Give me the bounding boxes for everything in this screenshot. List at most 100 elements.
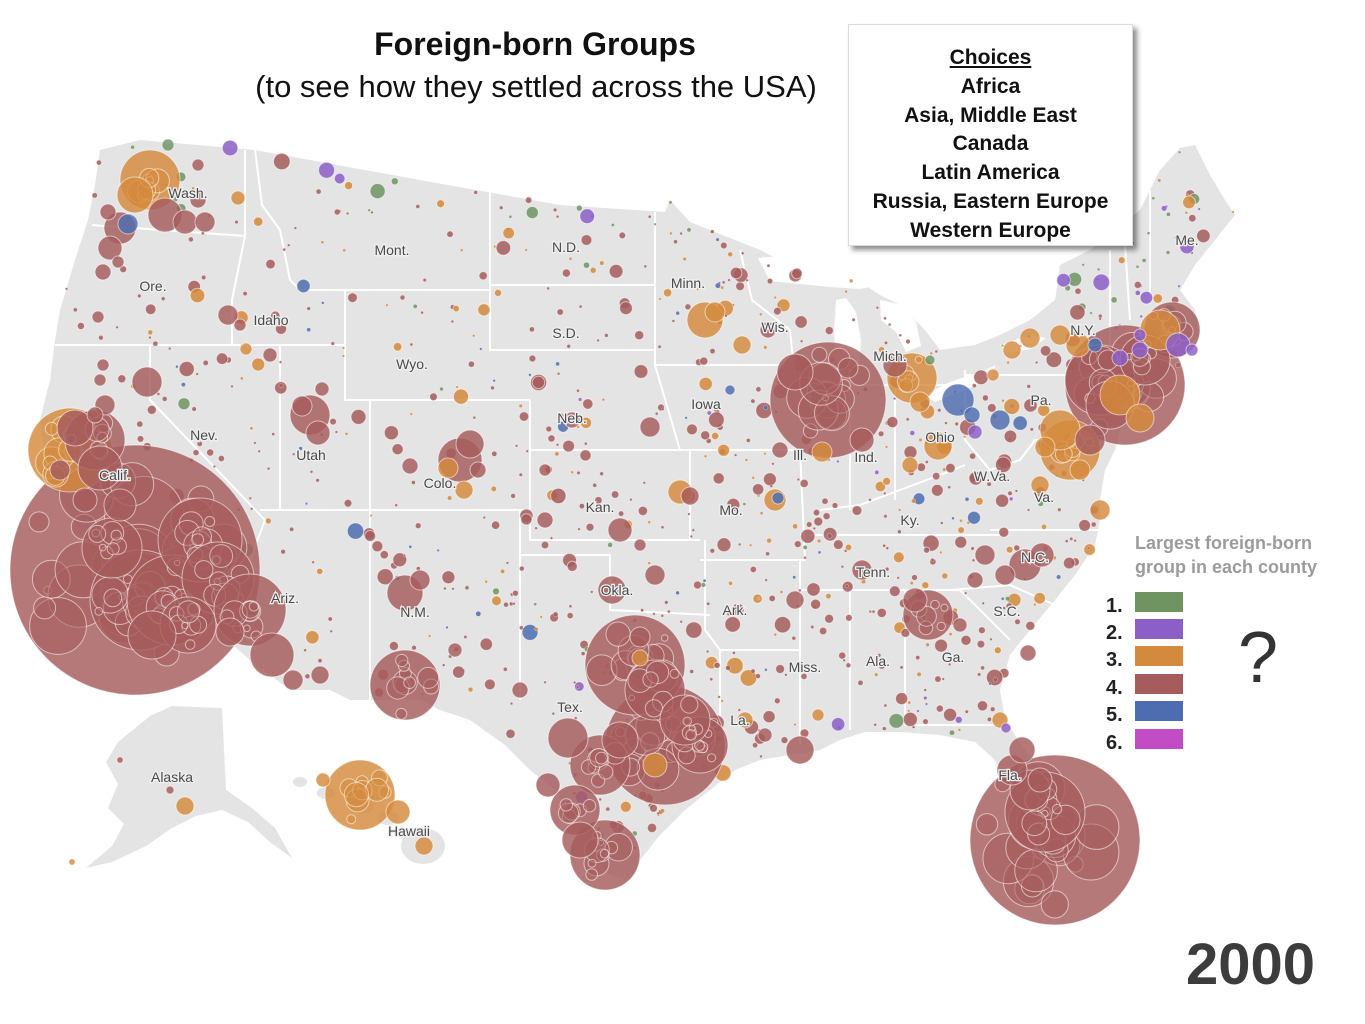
county-bubble [309, 470, 314, 474]
county-bubble [791, 636, 796, 641]
county-bubble [201, 275, 207, 280]
county-bubble [1135, 265, 1140, 269]
county-bubble [751, 483, 765, 496]
county-bubble [341, 354, 345, 358]
choice-canada: Canada [952, 132, 1029, 156]
county-bubble [797, 663, 801, 667]
county-bubble [147, 329, 153, 336]
county-bubble [500, 569, 505, 574]
county-bubble [177, 397, 191, 411]
state-label-alaska: Alaska [151, 769, 193, 785]
county-bubble [469, 461, 487, 479]
county-bubble [771, 441, 789, 459]
county-bubble [941, 677, 945, 681]
county-bubble [727, 278, 731, 282]
county-bubble [1003, 429, 1018, 444]
county-bubble [230, 190, 246, 206]
county-bubble [303, 648, 307, 652]
legend-number: 5. [1106, 704, 1123, 726]
county-bubble [724, 616, 742, 633]
county-bubble [528, 354, 537, 363]
county-bubble [547, 717, 589, 759]
county-bubble [566, 560, 578, 573]
county-bubble [896, 576, 900, 580]
county-bubble [561, 821, 599, 859]
county-bubble [744, 458, 749, 462]
county-bubble [874, 470, 880, 475]
county-bubble [785, 590, 805, 610]
county-bubble [1037, 500, 1044, 507]
county-bubble [941, 572, 948, 580]
county-bubble [702, 578, 707, 583]
county-bubble [1151, 196, 1156, 201]
state-label-mich: Mich. [873, 348, 906, 364]
county-bubble [1096, 267, 1101, 272]
county-bubble [700, 582, 706, 588]
county-bubble [215, 617, 245, 647]
state-label-ky: Ky. [900, 512, 919, 528]
county-bubble [710, 229, 715, 234]
county-bubble [1005, 596, 1011, 602]
county-bubble [716, 537, 732, 553]
county-bubble [391, 443, 404, 456]
county-bubble [660, 525, 665, 530]
county-bubble [194, 560, 214, 580]
county-bubble [479, 637, 493, 651]
state-label-ark: Ark. [723, 602, 748, 618]
county-bubble [771, 462, 775, 466]
county-bubble [779, 590, 784, 594]
county-bubble [811, 708, 825, 722]
county-bubble [385, 799, 411, 825]
legend-number: 2. [1106, 622, 1123, 644]
county-bubble [1078, 519, 1091, 532]
county-bubble [653, 222, 657, 226]
county-bubble [221, 139, 239, 157]
county-bubble [415, 204, 421, 209]
county-bubble [734, 453, 738, 457]
county-bubble [518, 472, 523, 477]
county-bubble [495, 240, 512, 256]
county-bubble [765, 551, 770, 557]
county-bubble [1175, 361, 1182, 369]
legend-title: Largest foreign-born group in each count… [1135, 531, 1317, 579]
legend-title-line-2: group in each county [1135, 557, 1318, 577]
county-bubble [287, 243, 291, 247]
county-bubble [792, 575, 797, 580]
county-bubble [1008, 736, 1036, 764]
county-bubble [659, 808, 665, 814]
county-bubble [709, 348, 716, 354]
county-bubble [584, 441, 588, 446]
county-bubble [766, 263, 771, 268]
county-bubble [202, 360, 209, 366]
county-bubble [1125, 403, 1155, 433]
county-bubble [317, 658, 323, 664]
county-bubble [766, 537, 772, 544]
county-bubble [420, 310, 424, 315]
county-bubble [582, 398, 594, 410]
county-bubble [383, 425, 399, 441]
county-bubble [1157, 178, 1162, 183]
county-bubble [647, 215, 652, 219]
county-bubble [1030, 475, 1050, 495]
county-bubble [876, 607, 887, 619]
county-bubble [649, 803, 658, 813]
county-bubble [810, 598, 822, 610]
county-bubble [629, 498, 633, 502]
county-bubble [687, 512, 691, 516]
county-bubble [568, 257, 573, 261]
county-bubble [103, 588, 123, 608]
county-bubble [934, 675, 942, 683]
county-bubble [611, 223, 615, 227]
county-bubble [849, 427, 875, 453]
county-bubble [792, 523, 798, 530]
county-bubble [175, 365, 179, 369]
county-bubble [993, 646, 1002, 655]
county-bubble [490, 486, 497, 492]
county-bubble [715, 237, 720, 242]
county-bubble [467, 360, 476, 368]
county-bubble [97, 235, 123, 261]
state-label-fla: Fla. [998, 767, 1021, 783]
county-bubble [579, 503, 585, 509]
county-bubble [988, 682, 992, 686]
county-bubble [315, 188, 322, 195]
